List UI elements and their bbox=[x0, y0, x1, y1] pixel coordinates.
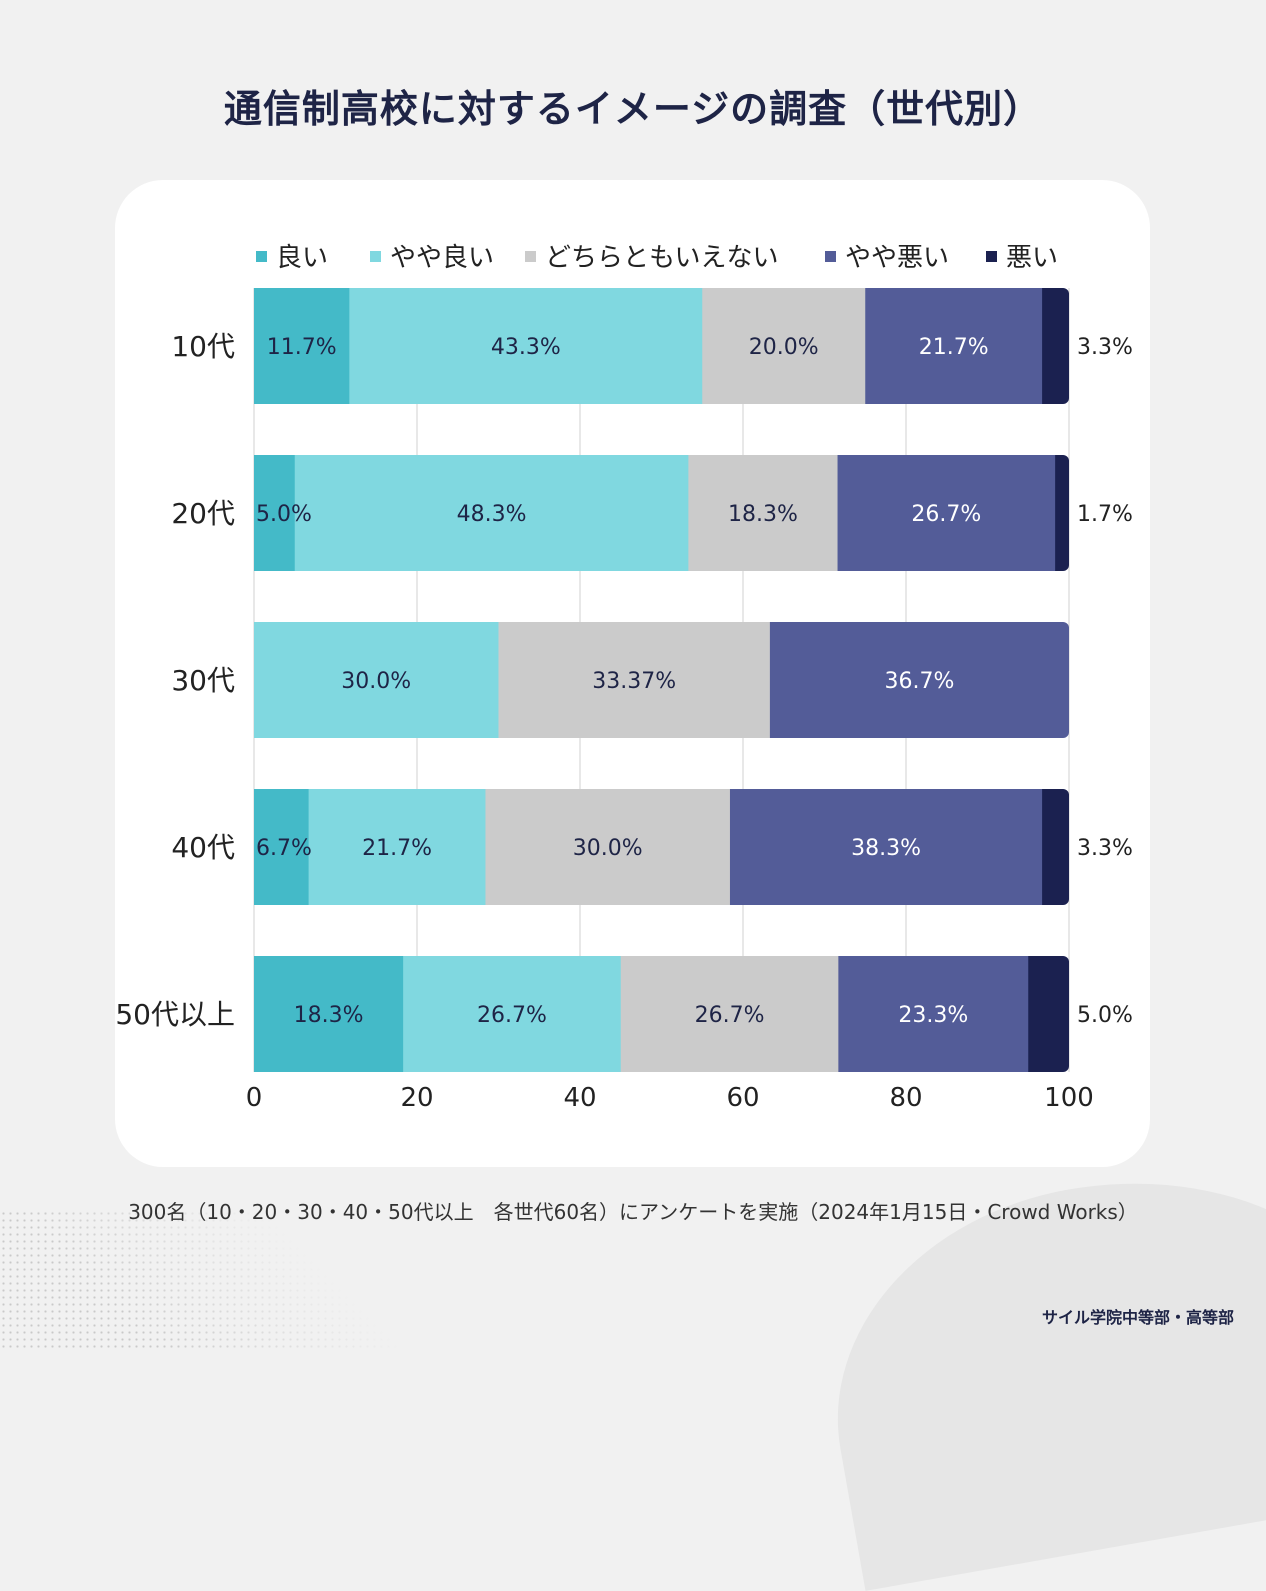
bar-segment-2-2 bbox=[498, 622, 771, 738]
bar-segment-0-3 bbox=[865, 288, 1043, 404]
data-label-3-0: 6.7% bbox=[256, 836, 312, 861]
legend-swatch-1 bbox=[370, 251, 381, 262]
legend-swatch-4 bbox=[986, 251, 997, 262]
data-label-0-3: 21.7% bbox=[919, 335, 989, 360]
legend-label-3: やや悪い bbox=[845, 243, 949, 273]
data-label-1-4: 1.7% bbox=[1077, 502, 1133, 527]
bar-segment-0-0 bbox=[254, 288, 350, 404]
data-label-3-2: 30.0% bbox=[573, 836, 643, 861]
bar-segment-4-1 bbox=[403, 956, 622, 1072]
data-label-0-1: 43.3% bbox=[491, 335, 561, 360]
legend-label-4: 悪い bbox=[1006, 243, 1058, 273]
bar-segment-4-3 bbox=[838, 956, 1029, 1072]
bar-segment-4-0 bbox=[254, 956, 404, 1072]
x-tick-label-20: 20 bbox=[400, 1083, 433, 1113]
bar-segment-4-4 bbox=[1028, 956, 1069, 1072]
bar-segment-0-1 bbox=[349, 288, 703, 404]
bar-segment-1-4 bbox=[1055, 455, 1069, 571]
data-label-4-0: 18.3% bbox=[294, 1003, 364, 1028]
data-label-1-3: 26.7% bbox=[911, 502, 981, 527]
survey-caption: 300名（10・20・30・40・50代以上 各世代60名）にアンケートを実施（… bbox=[128, 1200, 1138, 1224]
bar-segment-1-0 bbox=[254, 455, 296, 571]
bar-segment-2-1 bbox=[254, 622, 499, 738]
legend-label-2: どちらともいえない bbox=[545, 243, 778, 273]
stacked-bar-chart: 良い やや良い どちらともいえない やや悪い 悪い 11.7% 43.3% 20.0% 21.7… bbox=[115, 243, 1133, 1113]
data-label-1-0: 5.0% bbox=[256, 502, 312, 527]
data-label-0-4: 3.3% bbox=[1077, 335, 1133, 360]
data-label-1-2: 18.3% bbox=[728, 502, 798, 527]
category-label-4: 50代以上 bbox=[115, 998, 235, 1031]
bar-segment-3-1 bbox=[308, 789, 486, 905]
legend-swatch-2 bbox=[525, 251, 536, 262]
bar-segment-1-1 bbox=[294, 455, 689, 571]
data-label-3-3: 38.3% bbox=[851, 836, 921, 861]
legend-label-0: 良い bbox=[276, 243, 328, 273]
data-label-2-3: 36.7% bbox=[885, 669, 955, 694]
category-label-0: 10代 bbox=[171, 330, 235, 363]
x-tick-label-80: 80 bbox=[889, 1083, 922, 1113]
x-tick-label-60: 60 bbox=[726, 1083, 759, 1113]
x-tick-label-100: 100 bbox=[1044, 1083, 1094, 1113]
data-label-2-2: 33.37% bbox=[592, 669, 676, 694]
data-label-2-1: 30.0% bbox=[341, 669, 411, 694]
bar-segment-3-4 bbox=[1042, 789, 1069, 905]
bar-segment-4-2 bbox=[620, 956, 839, 1072]
bar-segment-3-2 bbox=[485, 789, 731, 905]
data-label-0-2: 20.0% bbox=[749, 335, 819, 360]
data-label-4-4: 5.0% bbox=[1077, 1003, 1133, 1028]
bar-segment-1-3 bbox=[837, 455, 1056, 571]
data-label-0-0: 11.7% bbox=[267, 335, 337, 360]
data-label-4-2: 26.7% bbox=[695, 1003, 765, 1028]
legend-swatch-3 bbox=[825, 251, 836, 262]
legend-label-1: やや良い bbox=[390, 243, 494, 273]
brand-name: サイル学院中等部・高等部 bbox=[1041, 1308, 1234, 1327]
chart-card: 良い やや良い どちらともいえない やや悪い 悪い 11.7% 43.3% 20.0% 21.7… bbox=[115, 180, 1150, 1167]
data-label-4-3: 23.3% bbox=[898, 1003, 968, 1028]
data-label-1-1: 48.3% bbox=[457, 502, 527, 527]
data-label-4-1: 26.7% bbox=[477, 1003, 547, 1028]
category-label-3: 40代 bbox=[171, 831, 235, 864]
x-tick-label-0: 0 bbox=[246, 1083, 263, 1113]
bar-segment-2-3 bbox=[769, 622, 1069, 738]
legend-swatch-0 bbox=[256, 251, 267, 262]
page-title: 通信制高校に対するイメージの調査（世代別） bbox=[223, 87, 1043, 131]
category-label-1: 20代 bbox=[171, 497, 235, 530]
bar-segment-0-2 bbox=[702, 288, 866, 404]
bar-segment-0-4 bbox=[1042, 288, 1069, 404]
data-label-3-1: 21.7% bbox=[362, 836, 432, 861]
bar-segment-1-2 bbox=[688, 455, 839, 571]
data-label-3-4: 3.3% bbox=[1077, 836, 1133, 861]
dot-pattern-decoration bbox=[0, 1210, 400, 1350]
bar-segment-3-0 bbox=[254, 789, 310, 905]
bar-segment-3-3 bbox=[729, 789, 1043, 905]
x-tick-label-40: 40 bbox=[563, 1083, 596, 1113]
category-label-2: 30代 bbox=[171, 664, 235, 697]
